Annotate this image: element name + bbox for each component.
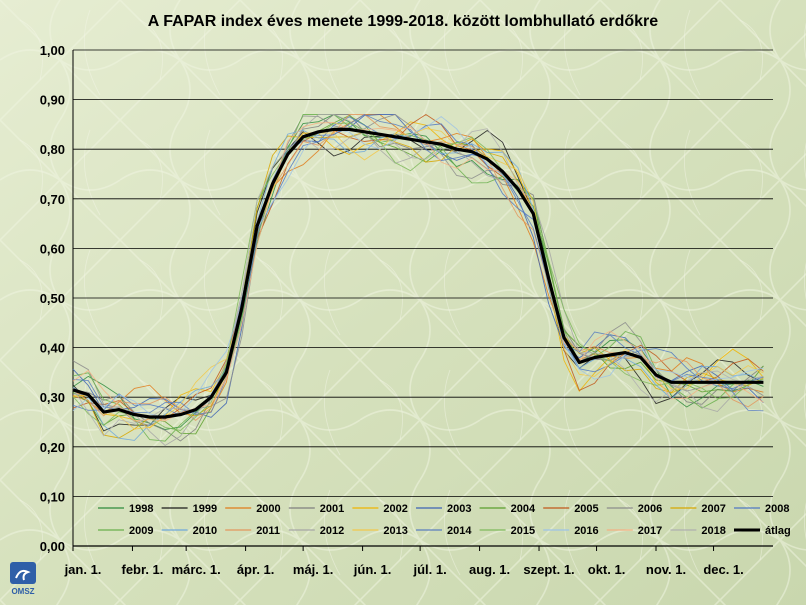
x-tick-label: okt. 1. <box>588 562 626 577</box>
y-tick-label: 0,30 <box>40 390 65 405</box>
legend-label: 2011 <box>256 525 280 537</box>
x-tick-label: dec. 1. <box>703 562 743 577</box>
legend-label: 2017 <box>638 525 662 537</box>
series-line-2012 <box>72 114 764 447</box>
y-tick-label: 0,20 <box>40 440 65 455</box>
legend-label: 2004 <box>511 503 536 515</box>
legend-label: 2010 <box>193 525 217 537</box>
legend-label: 2006 <box>638 503 662 515</box>
x-tick-label: júl. 1. <box>413 562 447 577</box>
legend-label: 2014 <box>447 525 472 537</box>
chart-title: A FAPAR index éves menete 1999-2018. köz… <box>148 13 658 30</box>
y-tick-label: 0,50 <box>40 291 65 306</box>
y-axis-ticks: 0,00 0,10 0,20 0,30 0,40 0,50 0,60 0,70 0,80 0,90… <box>40 43 65 554</box>
x-tick-label: nov. 1. <box>646 562 686 577</box>
x-tick-label: ápr. 1. <box>237 562 275 577</box>
x-axis-ticks: jan. 1. febr. 1. márc. 1. ápr. 1. máj. 1. jún… <box>64 546 744 577</box>
legend-label: 2016 <box>574 525 598 537</box>
series-line-2015 <box>72 122 764 431</box>
x-tick-label: jún. 1. <box>353 562 392 577</box>
legend-label: 2005 <box>574 503 598 515</box>
y-tick-label: 0,10 <box>40 489 65 504</box>
y-tick-label: 1,00 <box>40 43 65 58</box>
x-tick-label: szept. 1. <box>523 562 574 577</box>
series-lines <box>72 113 764 447</box>
x-tick-label: febr. 1. <box>121 562 163 577</box>
legend-label: 2000 <box>256 503 280 515</box>
legend-label: 2013 <box>383 525 407 537</box>
legend: 1998 1999 2000 2001 2002 2003 2004 2005 2006 2007… <box>98 503 791 537</box>
series-line-average <box>72 127 764 419</box>
logo-text: OMSZ <box>11 587 34 596</box>
series-line-2016 <box>72 115 764 418</box>
legend-label: 2009 <box>129 525 153 537</box>
x-tick-label: jan. 1. <box>64 562 102 577</box>
legend-label: 2001 <box>320 503 344 515</box>
legend-label: 2007 <box>701 503 725 515</box>
y-tick-label: 0,00 <box>40 539 65 554</box>
y-tick-label: 0,90 <box>40 93 65 108</box>
grid-lines <box>72 49 773 547</box>
legend-label: 2008 <box>765 503 789 515</box>
legend-label: 2003 <box>447 503 471 515</box>
series-line-2002 <box>72 121 764 429</box>
series-line-2005 <box>72 113 764 420</box>
y-tick-label: 0,70 <box>40 192 65 207</box>
legend-label: 2015 <box>511 525 535 537</box>
legend-label: 2012 <box>320 525 344 537</box>
legend-label: 1999 <box>193 503 217 515</box>
legend-label: átlag <box>765 525 791 537</box>
legend-label: 2018 <box>701 525 725 537</box>
series-line-2018 <box>72 128 764 437</box>
y-tick-label: 0,60 <box>40 241 65 256</box>
series-line-2009 <box>72 114 764 442</box>
x-tick-label: aug. 1. <box>469 562 510 577</box>
logo-badge <box>10 562 36 584</box>
x-tick-label: márc. 1. <box>172 562 221 577</box>
omsz-logo: OMSZ <box>10 562 36 596</box>
legend-label: 1998 <box>129 503 153 515</box>
series-line-1999 <box>72 129 764 432</box>
y-tick-label: 0,40 <box>40 341 65 356</box>
y-tick-label: 0,80 <box>40 142 65 157</box>
legend-label: 2002 <box>383 503 407 515</box>
x-tick-label: máj. 1. <box>293 562 333 577</box>
logo-swirl-icon <box>15 569 31 581</box>
